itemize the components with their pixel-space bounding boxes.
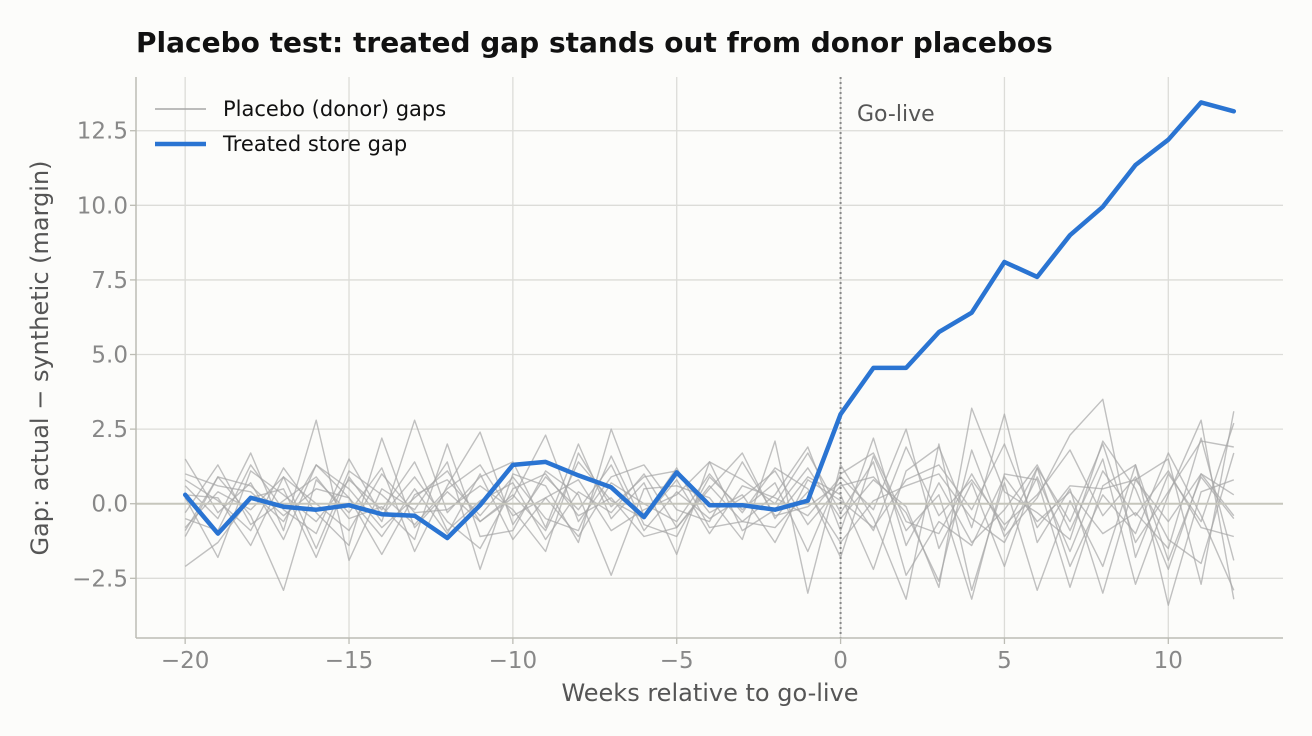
x-tick-label: −5 xyxy=(660,648,694,674)
treated-store-gap-line xyxy=(182,100,1237,541)
chart-title: Placebo test: treated gap stands out fro… xyxy=(136,26,1053,59)
placebo-line-11 xyxy=(185,443,1235,553)
placebo-line-10 xyxy=(184,458,1234,553)
placebo-line-4 xyxy=(184,398,1235,591)
x-tick-label: 5 xyxy=(997,648,1012,674)
legend-treated-label: Treated store gap xyxy=(222,132,407,156)
legend-placebo-label: Placebo (donor) gaps xyxy=(223,97,446,121)
y-tick-label: 0.0 xyxy=(91,492,128,518)
x-tick-label: −10 xyxy=(489,648,538,674)
x-tick-label: −15 xyxy=(325,648,374,674)
y-axis-label: Gap: actual − synthetic (margin) xyxy=(26,160,54,555)
grid-lines xyxy=(136,77,1283,638)
placebo-line-3 xyxy=(184,411,1235,594)
x-tick-label: −20 xyxy=(161,648,210,674)
y-tick-label: 5.0 xyxy=(91,343,128,369)
legend: Placebo (donor) gaps Treated store gap xyxy=(155,97,446,156)
y-tick-label: 7.5 xyxy=(91,268,128,294)
x-tick-label: 10 xyxy=(1154,648,1183,674)
tick-labels: −20 −15 −10 −5 0 5 10 −2.5 0.0 2.5 5.0 7.5 10.0 12.5 xyxy=(72,119,1183,674)
placebo-line-8 xyxy=(184,440,1235,606)
placebo-line-5 xyxy=(184,419,1235,600)
x-tick-label: 0 xyxy=(833,648,848,674)
treated-series-group xyxy=(182,100,1237,541)
axes xyxy=(135,77,1283,639)
go-live-annotation: Go-live xyxy=(857,102,935,127)
reference-lines xyxy=(136,77,1283,638)
y-tick-label: 10.0 xyxy=(77,193,128,219)
y-tick-label: 12.5 xyxy=(77,119,128,145)
placebo-line-12 xyxy=(184,452,1235,591)
y-tick-label: −2.5 xyxy=(72,566,128,592)
y-tick-label: 2.5 xyxy=(91,417,128,443)
x-axis-label: Weeks relative to go-live xyxy=(561,679,858,707)
